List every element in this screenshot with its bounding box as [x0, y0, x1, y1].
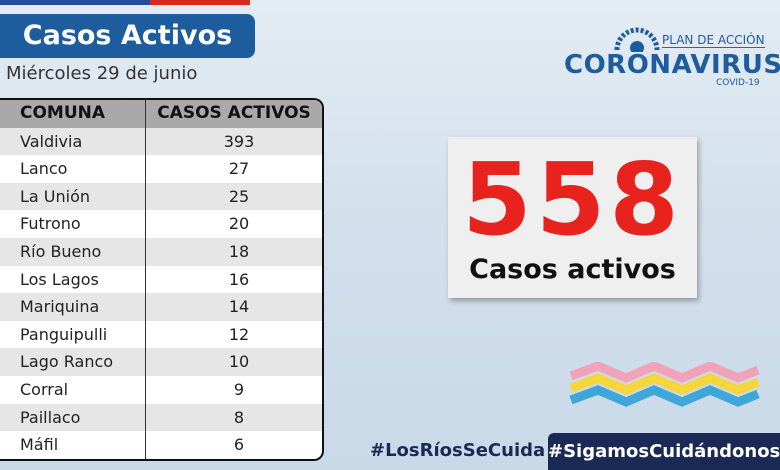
- table: COMUNA CASOS ACTIVOS Valdivia 393 Lanco 27 La …: [0, 98, 324, 461]
- table-cell: Río Bueno: [0, 237, 146, 266]
- table-cell: 16: [228, 269, 250, 289]
- table-cell: Lanco: [0, 155, 146, 183]
- table-row: La Unión 25: [0, 182, 322, 211]
- logo-icon: [614, 27, 660, 52]
- column-header: COMUNA: [0, 100, 146, 128]
- logo-name: CORONAVIRUS: [564, 50, 780, 80]
- table-cell: La Unión: [0, 182, 146, 211]
- table-cell: Valdivia: [0, 127, 146, 156]
- table-cell: Corral: [0, 375, 146, 404]
- total-label: Casos activos: [469, 254, 676, 285]
- hashtag: #SigamosCuidándonos: [548, 433, 780, 470]
- table-cell: 6: [233, 435, 245, 455]
- table-row: Valdivia 393: [0, 127, 322, 156]
- table-row: Paillaco 8: [0, 403, 322, 432]
- date: Miércoles 29 de junio: [6, 63, 198, 84]
- table-cell: Mariquina: [0, 293, 146, 321]
- title: Casos Activos: [0, 14, 255, 58]
- table-cell: Futrono: [0, 210, 146, 238]
- table-cell: 12: [228, 324, 250, 344]
- table-row: Máfil 6: [0, 431, 322, 459]
- table-row: Futrono 20: [0, 210, 322, 238]
- table-row: Lago Ranco 10: [0, 348, 322, 376]
- table-row: Panguipulli 12: [0, 320, 322, 349]
- table-header: COMUNA CASOS ACTIVOS: [0, 100, 322, 128]
- flag-stripe: [150, 0, 250, 5]
- table-cell: 20: [228, 214, 250, 234]
- table-row: Lanco 27: [0, 155, 322, 183]
- column-header: CASOS ACTIVOS: [157, 103, 311, 123]
- hashtag: #LosRíosSeCuida: [370, 440, 546, 461]
- table-cell: Los Lagos: [0, 265, 146, 294]
- table-cell: 393: [223, 131, 255, 151]
- table-cell: 14: [228, 297, 250, 317]
- table-row: Mariquina 14: [0, 293, 322, 321]
- logo-sub: COVID-19: [716, 78, 760, 88]
- table-cell: 10: [228, 352, 250, 372]
- table-cell: Paillaco: [0, 403, 146, 432]
- table-row: Río Bueno 18: [0, 237, 322, 266]
- table-row: Corral 9: [0, 375, 322, 404]
- table-cell: 8: [233, 407, 245, 427]
- table-cell: 18: [228, 241, 250, 261]
- total-box: 558 Casos activos: [448, 137, 697, 298]
- wave-graphic: [569, 362, 760, 407]
- table-row: Los Lagos 16: [0, 265, 322, 294]
- table-cell: Lago Ranco: [0, 348, 146, 376]
- table-cell: 25: [228, 186, 250, 206]
- table-cell: 27: [228, 159, 250, 179]
- logo-plan: PLAN DE ACCIÓN: [662, 33, 765, 48]
- flag-stripe: [0, 0, 150, 5]
- total-value: 558: [462, 141, 683, 258]
- table-cell: 9: [233, 379, 245, 399]
- table-cell: Máfil: [0, 431, 146, 459]
- table-cell: Panguipulli: [0, 320, 146, 349]
